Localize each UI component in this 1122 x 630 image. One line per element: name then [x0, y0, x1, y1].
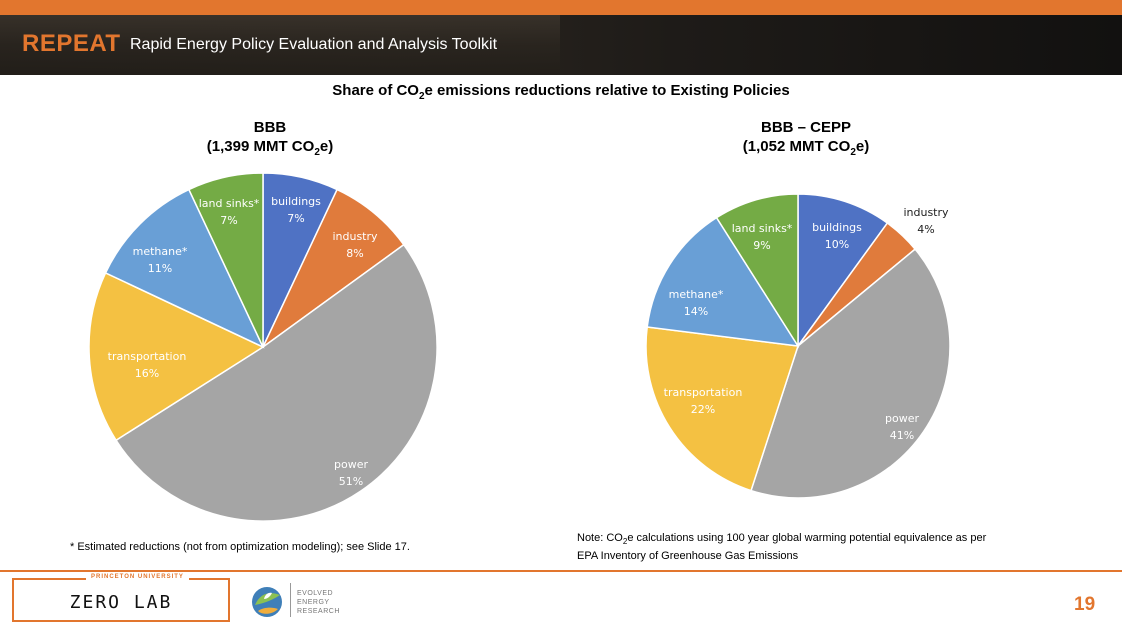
slice-value-label: 7% — [287, 212, 304, 225]
pie-slice-landsinks — [187, 172, 264, 348]
slice-value-label: 51% — [339, 475, 363, 488]
co2-note-part: Note: CO — [577, 532, 623, 544]
slice-value-label: 22% — [691, 403, 715, 416]
eer-line: RESEARCH — [297, 608, 340, 615]
slice-value-label: 16% — [135, 367, 159, 380]
chart-title-line2: (1,052 MMT CO2e) — [706, 137, 906, 162]
slice-label: industry — [332, 230, 378, 243]
chart-title-part: e) — [319, 138, 334, 155]
slide-title-subscript: 2 — [418, 91, 425, 102]
co2-note-subscript: 2 — [622, 537, 628, 547]
header-banner-image — [0, 15, 560, 75]
page-number: 19 — [1074, 594, 1096, 615]
brand-logo: REPEAT — [22, 30, 121, 57]
slice-label: methane* — [669, 288, 724, 301]
evolved-energy-logo-icon — [252, 587, 282, 617]
evolved-energy-logo-text: EVOLVED ENERGY RESEARCH — [297, 589, 340, 616]
co2-note: Note: CO2e calculations using 100 year g… — [577, 531, 986, 563]
pie-slice-transportation — [88, 271, 265, 442]
chart-title-subscript: 2 — [314, 147, 320, 158]
eer-line: ENERGY — [297, 599, 330, 606]
pie-slice-transportation — [645, 326, 799, 492]
slice-label: buildings — [271, 195, 321, 208]
slice-value-label: 14% — [684, 305, 708, 318]
pie-slice-methane — [646, 216, 800, 347]
slice-label: transportation — [108, 350, 187, 363]
pie-slice-power — [115, 243, 438, 522]
eer-line: EVOLVED — [297, 590, 334, 597]
slice-value-label: 9% — [753, 239, 770, 252]
zero-lab-logo: PRINCETON UNIVERSITY ZERO LAB — [12, 574, 230, 622]
top-accent-bar — [0, 0, 1122, 15]
zero-lab-name: ZERO LAB — [69, 592, 173, 613]
co2-note-line1: Note: CO2e calculations using 100 year g… — [577, 531, 986, 549]
slice-value-label: 4% — [917, 223, 934, 236]
slice-value-label: 7% — [220, 214, 237, 227]
brand-subtitle: Rapid Energy Policy Evaluation and Analy… — [130, 36, 498, 53]
logo-divider — [290, 583, 291, 617]
pie-chart-1: buildings 10% industry 4% power 41% transporta… — [645, 193, 951, 499]
chart-title-subscript: 2 — [850, 147, 856, 158]
pie-slice-power — [750, 248, 951, 499]
slice-label: buildings — [812, 221, 862, 234]
slice-label: industry — [903, 206, 949, 219]
zero-lab-university: PRINCETON UNIVERSITY — [86, 574, 189, 580]
slice-label: land sinks* — [732, 222, 793, 235]
slice-value-label: 11% — [148, 262, 172, 275]
pie-slice-methane — [104, 188, 265, 349]
slice-label: land sinks* — [199, 197, 260, 210]
chart-title-bbb: BBB (1,399 MMT CO2e) — [170, 118, 370, 162]
slice-value-label: 10% — [825, 238, 849, 251]
slice-label: methane* — [133, 245, 188, 258]
chart-title-line2: (1,399 MMT CO2e) — [170, 137, 370, 162]
chart-title-line1: BBB – CEPP — [760, 119, 852, 136]
slice-value-label: 8% — [346, 247, 363, 260]
chart-title-part: e) — [855, 138, 870, 155]
slide-title-part: Share of CO — [332, 82, 419, 99]
co2-note-part: e calculations using 100 year global war… — [627, 532, 987, 544]
co2-note-line2: EPA Inventory of Greenhouse Gas Emission… — [577, 550, 799, 563]
chart-title-line1: BBB — [253, 119, 287, 136]
slice-label: power — [334, 458, 368, 471]
footnote: * Estimated reductions (not from optimiz… — [70, 541, 410, 553]
slice-value-label: 41% — [890, 429, 914, 442]
chart-title-bbb-cepp: BBB – CEPP (1,052 MMT CO2e) — [706, 118, 906, 162]
slide-title-part: e emissions reductions relative to Exist… — [424, 82, 790, 99]
pie-slice-landsinks — [715, 193, 799, 349]
footer-divider — [0, 570, 1122, 572]
pie-chart-0: buildings 7% industry 8% power 51% transportat… — [88, 172, 438, 522]
chart-title-part: (1,052 MMT CO — [742, 138, 851, 155]
slice-label: power — [885, 412, 919, 425]
slice-label: transportation — [664, 386, 743, 399]
pie-slice-buildings — [797, 193, 889, 349]
chart-title-part: (1,399 MMT CO — [206, 138, 315, 155]
slide-title: Share of CO2e emissions reductions relat… — [0, 82, 1122, 102]
